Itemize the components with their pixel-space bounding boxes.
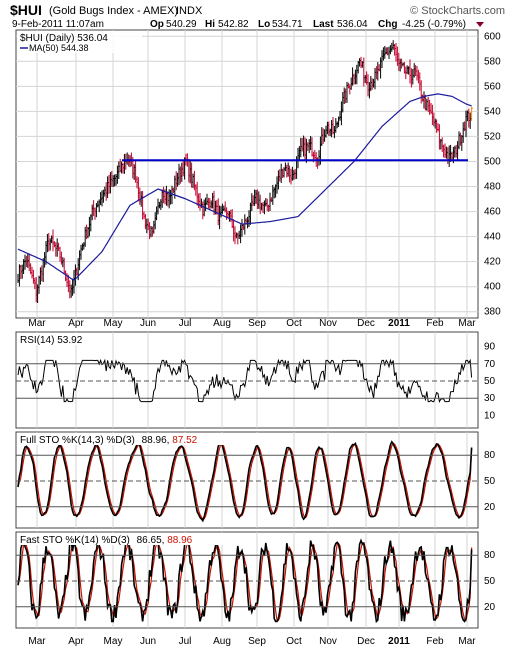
- rsi-legend: RSI(14) 53.92: [20, 335, 83, 346]
- high-value: 542.82: [218, 19, 249, 30]
- price-tick-label: 420: [484, 257, 501, 268]
- axis-layer: 380 400 420 440 460 480 500 520 540 560 580 600 10 30…: [16, 31, 501, 647]
- price-tick-label: 380: [484, 307, 501, 318]
- watermark-text: © StockCharts.com: [410, 5, 505, 17]
- fsto-k-line: [17, 440, 473, 523]
- indicator-tick-label: 80: [484, 450, 496, 461]
- indicator-tick-label: 20: [484, 602, 496, 613]
- month-label-bottom: Mar: [28, 636, 46, 647]
- price-tick-label: 500: [484, 156, 501, 167]
- full-sto-legend: Full STO %K(14,3) %D(3) 88.96, 87.52: [20, 435, 198, 446]
- month-label-mid: Oct: [286, 318, 302, 329]
- month-label-bottom: Jun: [140, 636, 156, 647]
- rsi-line: [17, 358, 473, 403]
- fast-sto-legend-box: [17, 533, 247, 545]
- indicator-tick-label: 80: [484, 550, 496, 561]
- last-label: Last: [313, 19, 334, 30]
- open-value: 540.29: [166, 19, 197, 30]
- change-label: Chg: [378, 19, 397, 30]
- fast-sto-d-value: 88.96: [167, 535, 192, 546]
- fast-sto-sep: ,: [162, 535, 168, 546]
- fsto-d-line: [17, 442, 473, 520]
- indicator-tick-label: 90: [484, 342, 496, 353]
- month-label-bottom: Aug: [213, 636, 231, 647]
- full-sto-d-value: 87.52: [172, 435, 197, 446]
- indicator-tick-label: 30: [484, 393, 496, 404]
- month-label-bottom: Feb: [426, 636, 444, 647]
- indicator-tick-label: 20: [484, 502, 496, 513]
- fast-sto-legend-prefix: Fast STO %K(14) %D(3): [20, 535, 130, 546]
- full-sto-k-value: 88.96: [142, 435, 167, 446]
- indicator-tick-label: 50: [484, 476, 496, 487]
- ma-legend: MA(50) 544.38: [29, 43, 89, 53]
- month-label-mid: Feb: [426, 318, 444, 329]
- price-tick-label: 520: [484, 131, 501, 142]
- change-value: -4.25 (-0.79%): [402, 19, 466, 30]
- high-label: Hi: [205, 19, 215, 30]
- grid-layer: [16, 30, 478, 628]
- rsi-legend-box: [17, 333, 99, 345]
- month-label-mid: 2011: [388, 318, 410, 329]
- month-label-mid: Mar: [28, 318, 46, 329]
- price-legend: $HUI (Daily) 536.04: [20, 33, 108, 44]
- exchange-label: INDX: [176, 5, 203, 17]
- price-tick-label: 400: [484, 282, 501, 293]
- month-label-bottom: May: [104, 636, 123, 647]
- month-label-bottom: Dec: [357, 636, 375, 647]
- fast-sto-legend: Fast STO %K(14) %D(3) 86.65, 88.96: [20, 535, 193, 546]
- month-label-mid: May: [104, 318, 123, 329]
- price-tick-label: 540: [484, 106, 501, 117]
- month-label-mid: Dec: [357, 318, 375, 329]
- full-sto-legend-prefix: Full STO %K(14,3) %D(3): [20, 435, 135, 446]
- price-tick-label: 560: [484, 81, 501, 92]
- indicator-tick-label: 70: [484, 359, 496, 370]
- indicator-tick-label: 50: [484, 576, 496, 587]
- month-label-mid: Apr: [68, 318, 84, 329]
- month-label-bottom: Jul: [179, 636, 192, 647]
- indicator-tick-label: 10: [484, 410, 496, 421]
- indicator-tick-label: 50: [484, 376, 496, 387]
- price-tick-label: 460: [484, 207, 501, 218]
- full-sto-layer: [17, 440, 473, 523]
- rsi-layer: [17, 358, 473, 403]
- ma50-line: [17, 93, 472, 282]
- low-value: 534.71: [272, 19, 303, 30]
- month-label-mid: Jul: [179, 318, 192, 329]
- month-label-bottom: Apr: [68, 636, 84, 647]
- price-tick-label: 600: [484, 31, 501, 42]
- month-label-bottom: Mar: [458, 636, 476, 647]
- down-arrow-icon: [476, 22, 484, 27]
- fast-sto-layer: [17, 538, 473, 624]
- month-label-bottom: 2011: [388, 636, 410, 647]
- price-panel: [15, 29, 479, 319]
- price-tick-label: 480: [484, 182, 501, 193]
- month-label-mid: Aug: [213, 318, 231, 329]
- full-sto-sep: ,: [167, 435, 173, 446]
- month-label-bottom: Nov: [319, 636, 337, 647]
- price-layer: [17, 40, 474, 303]
- rsi-panel: [15, 331, 479, 429]
- low-label: Lo: [258, 19, 270, 30]
- last-value: 536.04: [337, 19, 368, 30]
- quote-date: 9-Feb-2011 11:07am: [12, 19, 104, 30]
- price-legend-box: [17, 31, 142, 53]
- month-label-mid: Sep: [248, 318, 266, 329]
- price-tick-label: 440: [484, 232, 501, 243]
- open-label: Op: [150, 19, 164, 30]
- fast-sto-k-value: 86.65: [137, 535, 162, 546]
- month-label-mid: Jun: [140, 318, 156, 329]
- full-sto-legend-box: [17, 433, 267, 445]
- month-label-bottom: Sep: [248, 636, 266, 647]
- month-label-mid: Nov: [319, 318, 337, 329]
- qsto-d-line: [17, 539, 473, 622]
- month-label-mid: Mar: [458, 318, 476, 329]
- symbol-title: $HUI: [10, 2, 42, 18]
- month-label-bottom: Oct: [286, 636, 302, 647]
- qsto-k-line: [17, 538, 473, 624]
- price-tick-label: 580: [484, 56, 501, 67]
- symbol-name: (Gold Bugs Index - AMEX): [49, 5, 178, 17]
